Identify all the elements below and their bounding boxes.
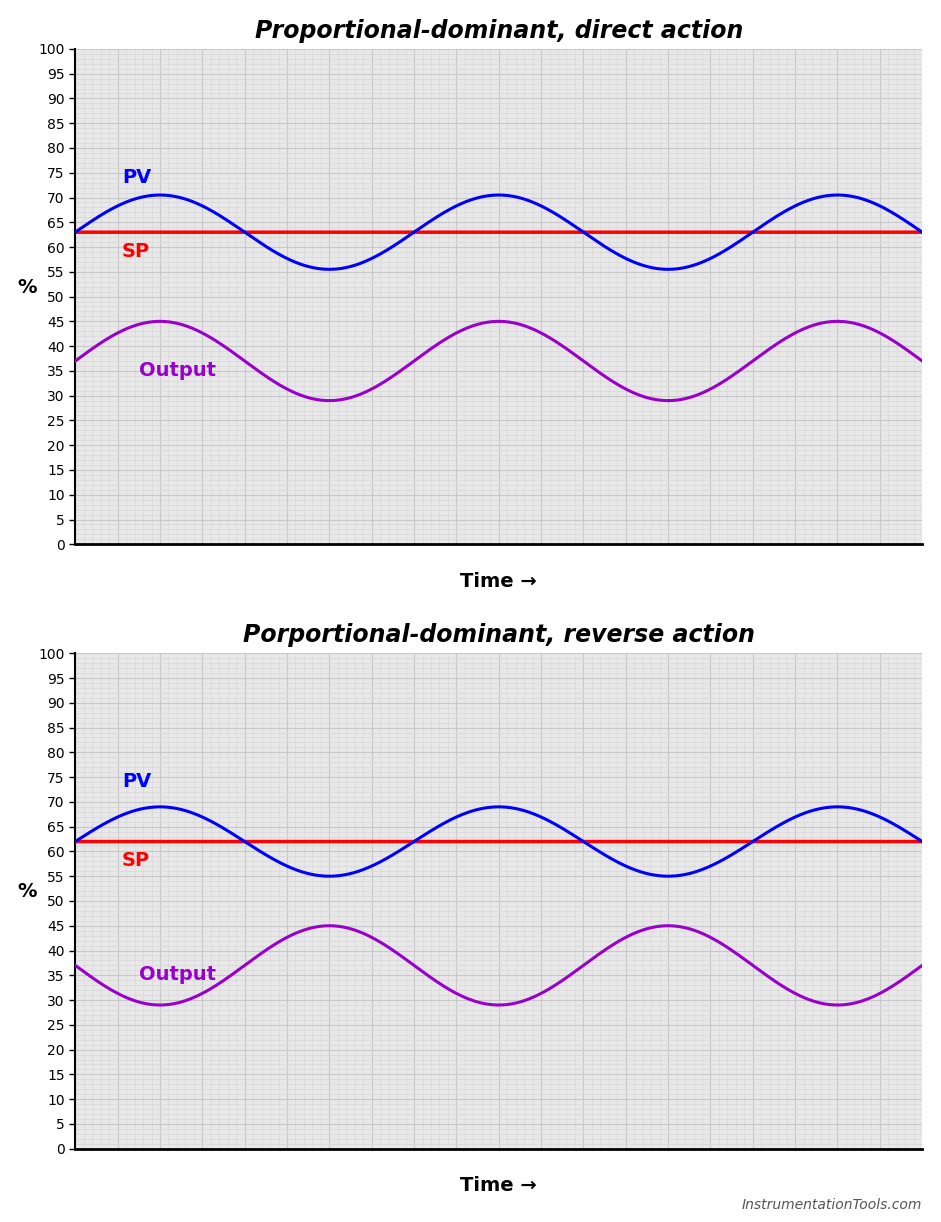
Text: Output: Output: [139, 360, 215, 380]
Text: PV: PV: [121, 167, 152, 187]
Text: Time →: Time →: [460, 572, 537, 590]
Y-axis label: %: %: [18, 277, 37, 297]
Text: InstrumentationTools.com: InstrumentationTools.com: [742, 1199, 922, 1212]
Text: SP: SP: [121, 852, 150, 870]
Title: Porportional-dominant, reverse action: Porportional-dominant, reverse action: [243, 623, 755, 648]
Text: Output: Output: [139, 965, 215, 984]
Text: Time →: Time →: [460, 1176, 537, 1195]
Title: Proportional-dominant, direct action: Proportional-dominant, direct action: [255, 18, 742, 43]
Y-axis label: %: %: [18, 882, 37, 901]
Text: SP: SP: [121, 242, 150, 262]
Text: PV: PV: [121, 772, 152, 791]
